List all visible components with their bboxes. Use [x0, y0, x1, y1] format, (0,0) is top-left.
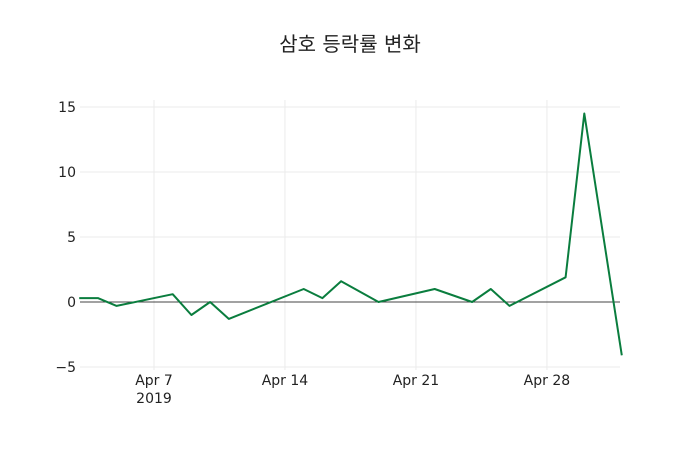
y-tick-label: −5: [55, 360, 76, 376]
x-tick-label: Apr 28: [524, 373, 570, 389]
x-tick-label: Apr 7: [135, 373, 173, 389]
y-tick-label: 15: [58, 100, 76, 116]
series-line: [79, 112, 623, 356]
y-tick-label: 10: [58, 165, 76, 181]
chart-title: 삼호 등락률 변화: [279, 32, 421, 56]
y-tick-label: 5: [67, 230, 76, 246]
y-tick-label: 0: [67, 295, 76, 311]
x-tick-label: Apr 21: [393, 373, 439, 389]
x-tick-label: 2019: [136, 391, 172, 407]
x-tick-label: Apr 14: [262, 373, 309, 389]
